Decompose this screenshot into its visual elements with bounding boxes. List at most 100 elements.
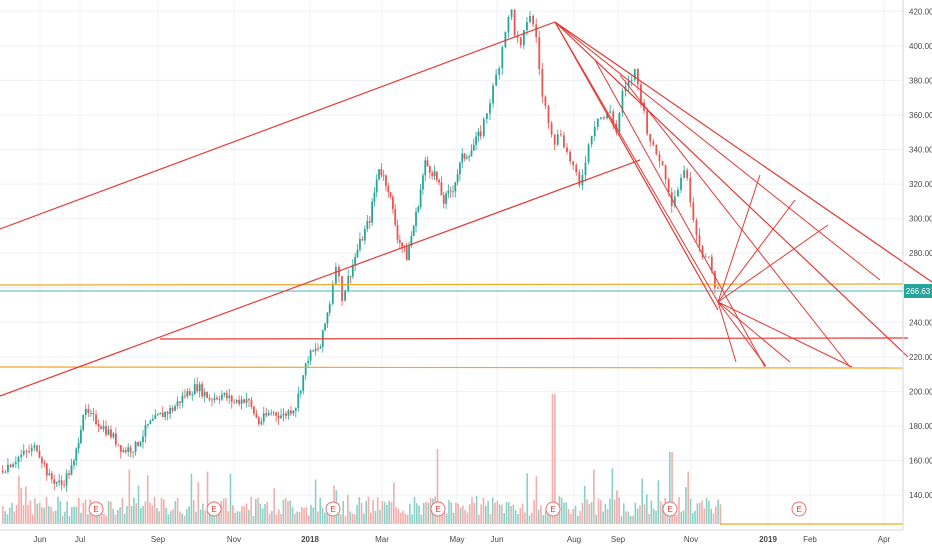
volume-bar xyxy=(73,506,75,524)
volume-bar xyxy=(367,496,370,524)
volume-bar xyxy=(52,511,55,524)
volume-bar xyxy=(135,503,137,524)
candle-body xyxy=(137,441,139,446)
volume-bar xyxy=(13,511,16,524)
candle-body xyxy=(331,283,334,304)
candle-body xyxy=(92,412,95,415)
candle-body xyxy=(646,110,649,134)
volume-bar xyxy=(280,513,282,524)
volume-bar xyxy=(38,502,41,524)
candle-body xyxy=(218,399,221,400)
volume-bar xyxy=(420,514,423,524)
volume-bar xyxy=(554,394,556,524)
volume-bar xyxy=(289,500,292,524)
volume-bar xyxy=(15,504,18,524)
volume-bar xyxy=(411,514,413,524)
volume-bar xyxy=(692,513,694,524)
volume-bar xyxy=(416,503,418,524)
volume-bar xyxy=(590,502,593,524)
candle-body xyxy=(183,395,186,397)
volume-bar xyxy=(629,515,632,524)
earnings-marker xyxy=(430,501,446,517)
candle-body xyxy=(707,256,710,258)
volume-bar xyxy=(565,502,568,524)
candle-body xyxy=(507,16,510,33)
volume-bar xyxy=(183,515,186,524)
candle-body xyxy=(87,408,90,414)
volume-bar xyxy=(34,498,36,524)
candle-body xyxy=(253,406,255,414)
candle-body xyxy=(22,450,25,455)
candle-body xyxy=(68,473,70,475)
volume-bar xyxy=(473,502,476,524)
volume-bar xyxy=(620,515,623,524)
candle-body xyxy=(652,141,655,145)
volume-bar xyxy=(409,504,411,524)
volume-bar xyxy=(8,507,11,524)
volume-bar xyxy=(689,498,692,524)
candle-body xyxy=(692,202,695,220)
candle-body xyxy=(144,425,147,437)
volume-bar xyxy=(66,501,68,524)
x-tick-label: Nov xyxy=(227,535,241,544)
candle-body xyxy=(9,464,12,468)
candle-body xyxy=(482,119,485,137)
candle-body xyxy=(164,411,167,418)
trend-line xyxy=(0,159,641,397)
candle-body xyxy=(504,32,507,48)
volume-bar xyxy=(567,509,570,524)
candle-body xyxy=(307,360,310,364)
candle-body xyxy=(606,112,608,119)
volume-bar xyxy=(574,505,577,524)
volume-bar xyxy=(551,394,554,524)
candle-body xyxy=(297,393,300,409)
candle-body xyxy=(117,444,120,446)
volume-bar xyxy=(376,497,379,524)
volume-bar xyxy=(491,497,494,524)
candle-body xyxy=(452,191,454,193)
volume-bar xyxy=(459,507,462,524)
volume-bar xyxy=(84,499,87,524)
candle-body xyxy=(433,171,436,176)
volume-bar xyxy=(98,513,101,524)
volume-bar xyxy=(482,497,485,524)
volume-bar xyxy=(372,500,374,524)
candle-body xyxy=(394,209,397,225)
volume-bar xyxy=(27,505,29,524)
candle-body xyxy=(181,395,184,403)
candle-body xyxy=(257,417,260,424)
trend-line xyxy=(554,21,932,283)
volume-bar xyxy=(294,513,296,524)
volume-bar xyxy=(110,501,112,524)
volume-bar xyxy=(255,499,257,524)
candle-body xyxy=(129,447,132,453)
volume-bar xyxy=(248,509,250,524)
candle-body xyxy=(280,415,282,419)
volume-bar xyxy=(220,500,223,524)
volume-bar xyxy=(646,494,648,524)
x-tick-label: Sep xyxy=(151,535,166,544)
volume-bar xyxy=(238,511,241,524)
volume-bar xyxy=(547,505,549,524)
volume-bar xyxy=(275,514,278,524)
candle-body xyxy=(513,9,516,36)
y-tick-label: 360.00 xyxy=(909,111,932,120)
volume-bar xyxy=(324,512,326,524)
volume-bar xyxy=(103,513,105,524)
volume-bar xyxy=(397,508,400,524)
candle-body xyxy=(38,451,41,458)
candle-body xyxy=(314,348,317,352)
volume-bar xyxy=(701,500,703,524)
volume-bar xyxy=(195,511,197,524)
candle-body xyxy=(389,192,392,197)
candle-body xyxy=(698,234,701,247)
volume-bar xyxy=(50,506,52,524)
volume-bar xyxy=(429,497,432,524)
candle-body xyxy=(28,451,30,452)
candle-body xyxy=(324,323,327,331)
x-tick-label: May xyxy=(449,535,464,544)
volume-bar xyxy=(655,510,657,524)
earnings-marker xyxy=(791,501,807,517)
volume-bar xyxy=(696,503,699,524)
candle-body xyxy=(147,423,149,426)
